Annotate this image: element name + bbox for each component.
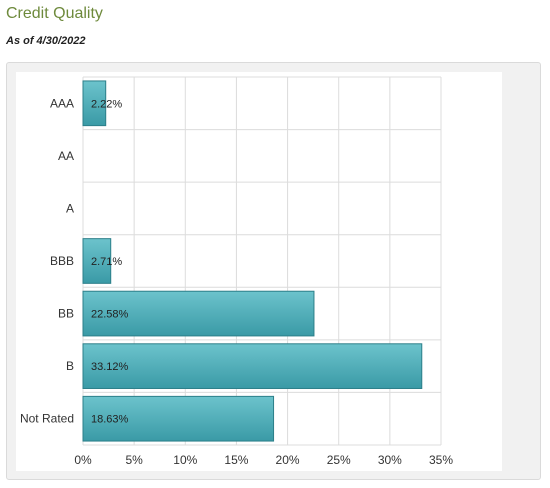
x-tick-label: 0%: [74, 453, 92, 467]
x-tick-label: 25%: [327, 453, 351, 467]
x-tick-label: 35%: [429, 453, 453, 467]
data-label: 18.63%: [91, 414, 129, 426]
as-of-date: As of 4/30/2022: [6, 35, 86, 47]
bar-bbb[interactable]: [82, 238, 112, 284]
bar-aaa[interactable]: [82, 80, 107, 127]
data-label: 33.12%: [91, 361, 129, 373]
category-label: AA: [58, 149, 74, 163]
bar-b[interactable]: [82, 343, 423, 389]
category-label: B: [66, 359, 74, 373]
x-axis-tick-labels: 0% 5% 10% 15% 20% 25% 30% 35%: [74, 453, 453, 467]
widget-title: Credit Quality: [6, 5, 103, 22]
category-label: AAA: [50, 96, 74, 110]
category-label: BB: [58, 307, 74, 321]
x-tick-label: 10%: [173, 453, 197, 467]
data-label: 2.22%: [91, 98, 122, 110]
bar-not-rated[interactable]: [82, 395, 275, 442]
x-tick-label: 20%: [276, 453, 300, 467]
bar-bb[interactable]: [82, 290, 315, 337]
x-tick-label: 15%: [224, 453, 248, 467]
data-label: 22.58%: [91, 309, 129, 321]
data-labels: 2.22% 2.71% 22.58% 33.12% 18.63%: [91, 98, 129, 425]
x-tick-label: 5%: [125, 453, 143, 467]
category-label: Not Rated: [20, 412, 74, 426]
x-tick-label: 30%: [378, 453, 402, 467]
category-label: BBB: [50, 254, 74, 268]
data-label: 2.71%: [91, 256, 122, 268]
gridlines: [82, 76, 442, 446]
category-label: A: [66, 201, 74, 215]
bars: [82, 80, 423, 442]
